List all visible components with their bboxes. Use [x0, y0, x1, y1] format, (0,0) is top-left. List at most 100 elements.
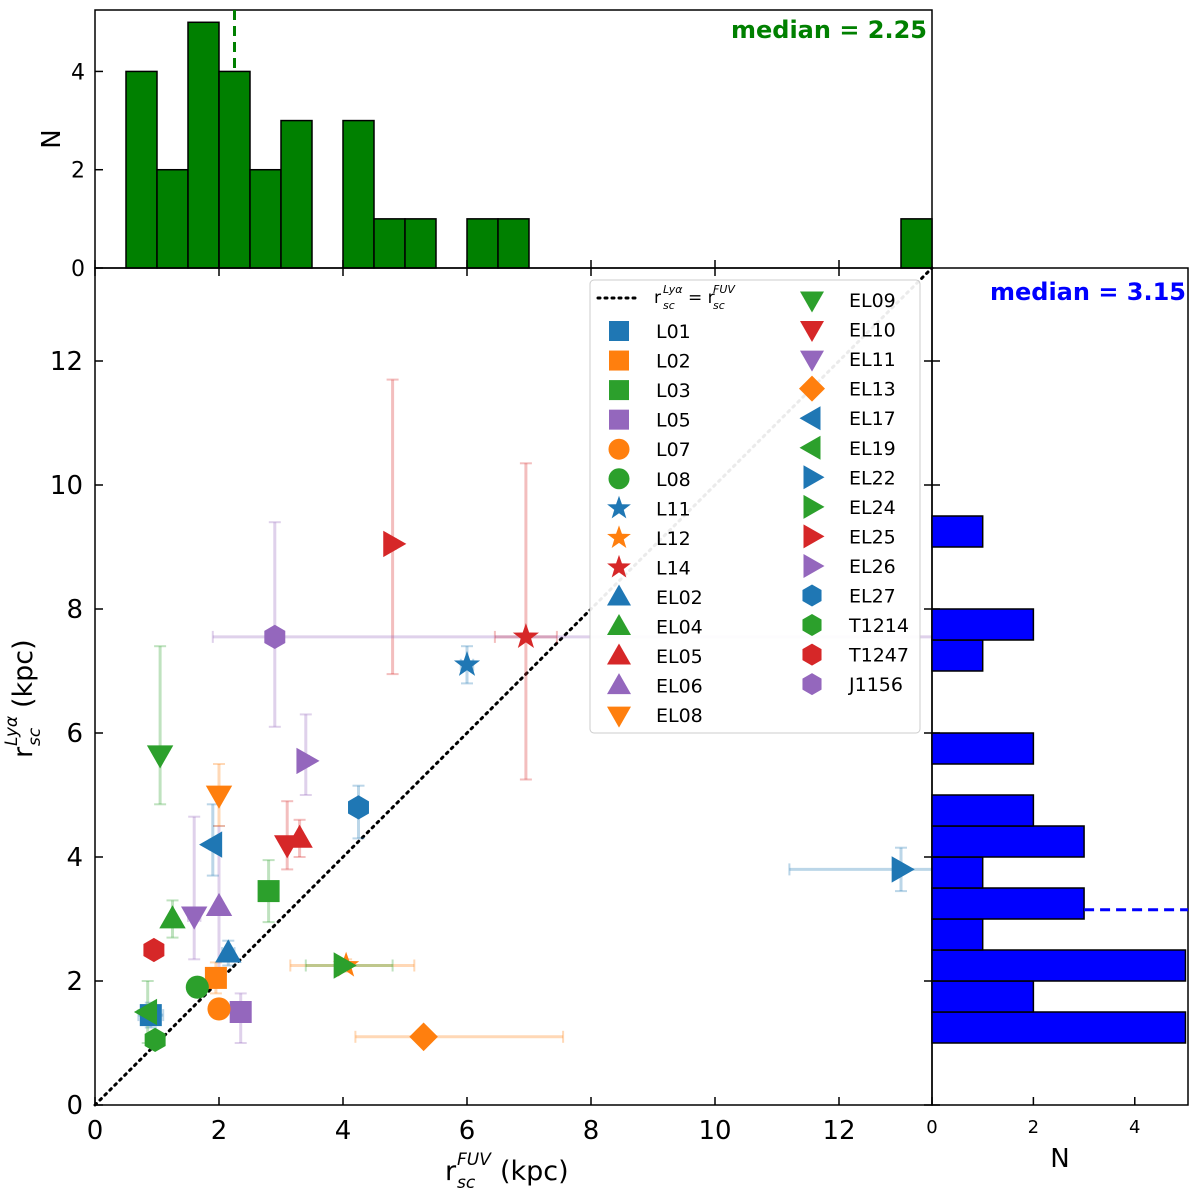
legend-label-l08: L08 — [656, 469, 691, 491]
point-t1214 — [144, 1027, 166, 1052]
svg-text:FUV: FUV — [713, 283, 736, 296]
legend-marker-t1214 — [802, 614, 822, 637]
legend-label-l03: L03 — [656, 380, 691, 402]
right-hist-bar — [931, 825, 1085, 858]
point-l11 — [453, 651, 481, 676]
top-y-axis-label: N — [37, 129, 67, 148]
legend-label-el24: EL24 — [849, 497, 896, 519]
legend-marker-l02 — [609, 350, 629, 371]
main-scatter-panel: 0 2 4 6 8 10 12 0 2 4 6 8 10 12 r sc FUV (kpc) r sc … — [2, 266, 934, 1189]
legend-marker-el08 — [607, 706, 631, 728]
svg-text:r: r — [445, 1156, 457, 1187]
legend-label-el17: EL17 — [849, 408, 896, 430]
legend-marker-el09 — [800, 291, 824, 313]
y-tick-label: 0 — [66, 1091, 83, 1121]
x-tick-label: 12 — [822, 1116, 855, 1146]
point-el10 — [274, 835, 301, 859]
point-el24 — [333, 952, 357, 979]
right-hist-frame — [931, 267, 1189, 1106]
x-tick-label: 6 — [459, 1116, 476, 1146]
right-x-tick-label: 0 — [926, 1117, 937, 1138]
legend-label-l07: L07 — [656, 439, 691, 461]
point-el19 — [133, 998, 158, 1026]
legend-marker-el04 — [607, 614, 631, 635]
point-el02 — [215, 939, 242, 963]
svg-text:(kpc): (kpc) — [8, 639, 39, 708]
top-y-tick-label: 2 — [71, 159, 85, 184]
point-j1156 — [264, 624, 286, 649]
legend-marker-el22 — [803, 465, 825, 490]
svg-text:sc: sc — [713, 299, 725, 312]
svg-text:FUV: FUV — [457, 1150, 492, 1170]
legend-marker-el25 — [803, 524, 825, 549]
legend-label-el27: EL27 — [849, 586, 896, 608]
x-tick-label: 10 — [698, 1116, 731, 1146]
legend-label-el06: EL06 — [656, 676, 703, 698]
legend-marker-el26 — [803, 553, 825, 578]
svg-text:= r: = r — [688, 288, 715, 308]
top-hist-bar — [373, 218, 406, 269]
point-el04 — [159, 905, 186, 929]
legend-label-l02: L02 — [656, 351, 691, 373]
point-l03 — [257, 880, 280, 903]
legend-marker-el05 — [607, 643, 631, 665]
top-hist-bar — [466, 218, 499, 269]
right-hist-bar — [931, 887, 1085, 920]
legend-label-el10: EL10 — [849, 320, 896, 342]
legend-marker-l12 — [607, 525, 631, 548]
y-tick-label: 4 — [66, 843, 83, 873]
point-l07 — [207, 997, 231, 1021]
right-x-tick-label: 4 — [1129, 1117, 1140, 1138]
x-tick-label: 0 — [87, 1116, 104, 1146]
legend-label-el19: EL19 — [849, 438, 896, 460]
top-hist-bar — [187, 21, 220, 269]
point-el11 — [181, 906, 208, 930]
legend: r sc Lyα = r sc FUV L01 L02 L03 L05 L07 L08 L1… — [589, 279, 921, 734]
point-el08 — [205, 785, 233, 809]
svg-text:Lyα: Lyα — [663, 283, 683, 296]
svg-text:(kpc): (kpc) — [500, 1156, 569, 1187]
right-hist-bar — [931, 515, 984, 548]
legend-marker-l14 — [607, 554, 631, 578]
y-tick-label: 8 — [66, 595, 83, 625]
right-x-tick-label: 2 — [1028, 1117, 1039, 1138]
svg-text:sc: sc — [457, 1173, 476, 1189]
legend-label-el11: EL11 — [849, 349, 896, 371]
point-t1247 — [143, 937, 165, 963]
y-tick-label: 12 — [50, 347, 83, 377]
top-hist-bar — [497, 218, 530, 269]
svg-text:sc: sc — [25, 727, 45, 746]
top-hist-bar — [218, 70, 251, 269]
right-median-label: median = 3.15 — [990, 278, 1186, 306]
legend-label-el25: EL25 — [849, 526, 896, 548]
legend-marker-el27 — [802, 584, 822, 607]
right-hist-bar — [931, 856, 984, 889]
right-hist-bar — [931, 918, 984, 951]
legend-marker-l07 — [608, 438, 630, 460]
top-median-label: median = 2.25 — [731, 16, 927, 44]
y-tick-label: 6 — [66, 719, 83, 749]
legend-marker-el17 — [799, 406, 821, 431]
point-el13 — [409, 1022, 438, 1052]
top-hist-bar — [342, 119, 375, 269]
legend-label-l05: L05 — [656, 410, 691, 432]
legend-marker-el24 — [803, 494, 825, 519]
svg-text:sc: sc — [663, 299, 675, 312]
legend-label-t1214: T1214 — [848, 615, 909, 637]
right-hist-bar — [931, 732, 1035, 765]
legend-marker-t1247 — [802, 643, 822, 666]
legend-label-l11: L11 — [656, 498, 691, 520]
legend-label-el02: EL02 — [656, 587, 703, 609]
legend-label-el08: EL08 — [656, 705, 703, 727]
point-el25 — [383, 530, 407, 558]
legend-marker-el10 — [800, 321, 824, 343]
right-hist-bar — [931, 794, 1035, 827]
point-el22 — [891, 856, 915, 883]
x-tick-label: 8 — [583, 1116, 600, 1146]
legend-marker-l08 — [608, 468, 630, 490]
right-x-axis-label: N — [1050, 1144, 1069, 1174]
point-el27 — [348, 795, 369, 820]
main-y-axis-label: r sc Lyα (kpc) — [2, 639, 45, 758]
top-hist-bar — [404, 218, 437, 269]
